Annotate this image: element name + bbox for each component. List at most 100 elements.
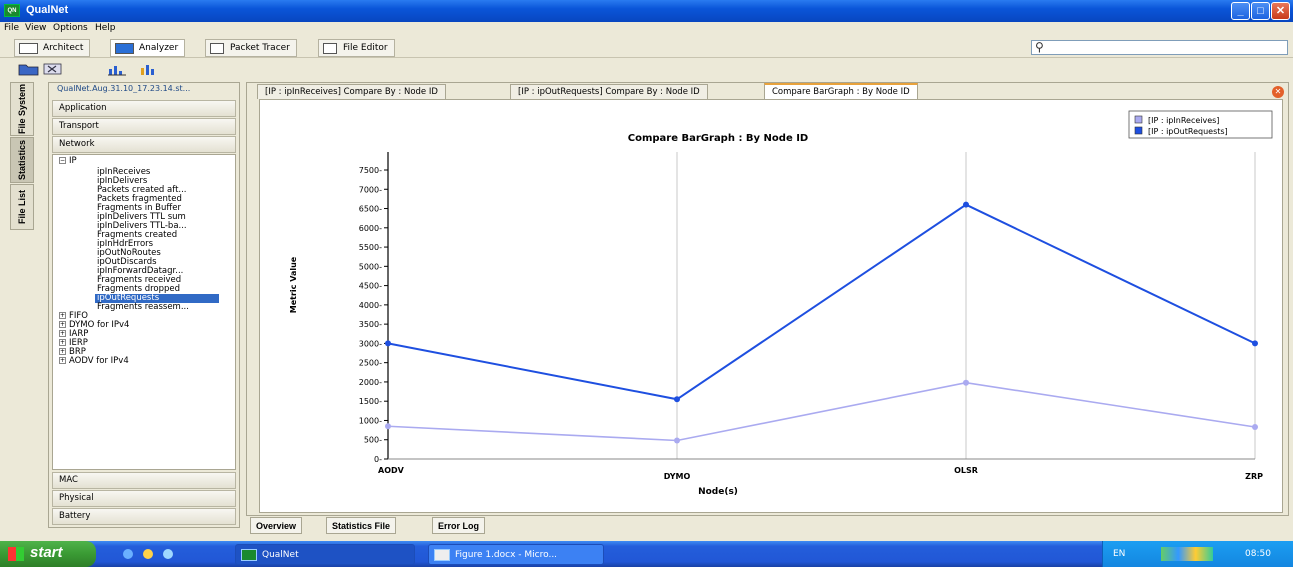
architect-button[interactable]: Architect	[14, 39, 91, 57]
category-mac[interactable]: MAC	[52, 472, 236, 489]
minimize-button[interactable]: _	[1231, 2, 1250, 20]
x-tick-label: ZRP	[1245, 472, 1263, 481]
analyzer-toolbar	[0, 60, 1293, 80]
tree-leaf[interactable]: ipInDelivers	[97, 176, 148, 186]
tree-node-protocol[interactable]: + IERP	[59, 338, 88, 348]
menu-view[interactable]: View	[25, 23, 47, 33]
file-editor-icon	[323, 43, 337, 54]
y-tick-label: 3000-	[359, 339, 382, 348]
x-tick-label: DYMO	[664, 472, 691, 481]
tree-node-protocol[interactable]: + FIFO	[59, 311, 88, 321]
y-tick-label: 2500-	[359, 359, 382, 368]
network-stat-tree: − IP ipInReceives ipInDelivers Packets cr…	[52, 154, 236, 470]
open-folder-icon[interactable]	[18, 62, 40, 76]
tree-leaf[interactable]: Fragments reassem...	[97, 302, 189, 312]
tree-leaf[interactable]: ipInDelivers TTL sum	[97, 212, 186, 222]
quick-launch-icons[interactable]	[120, 546, 180, 562]
tree-node-protocol[interactable]: + IARP	[59, 329, 89, 339]
tree-leaf[interactable]: Packets fragmented	[97, 194, 182, 204]
clock: 08:50	[1245, 549, 1271, 559]
tree-leaf[interactable]: ipOutDiscards	[97, 257, 157, 267]
tree-leaf-selected[interactable]: ipOutRequests	[95, 294, 219, 303]
system-tray: EN 08:50	[1102, 541, 1293, 567]
y-tick-label: 4000-	[359, 301, 382, 310]
qualnet-icon	[241, 549, 257, 561]
line-chart: [IP : ipInReceives][IP : ipOutRequests] …	[289, 110, 1273, 497]
category-transport[interactable]: Transport	[52, 118, 236, 135]
tab-file-system[interactable]: File System	[10, 82, 34, 136]
category-physical[interactable]: Physical	[52, 490, 236, 507]
data-point	[963, 379, 969, 386]
tab-file-list[interactable]: File List	[10, 184, 34, 230]
chart-axes: 0- 500- 1000- 1500- 2000- 2500- 3000- 3500- 4000…	[359, 152, 1263, 481]
category-application[interactable]: Application	[52, 100, 236, 117]
close-tab-icon[interactable]: ✕	[1272, 86, 1284, 98]
category-battery[interactable]: Battery	[52, 508, 236, 525]
chart-panel: [IP : ipInReceives] [IP : ipOutRequests] …	[259, 99, 1283, 513]
tree-node-protocol[interactable]: + AODV for IPv4	[59, 356, 129, 366]
y-tick-label: 7500-	[359, 166, 382, 175]
language-indicator[interactable]: EN	[1113, 549, 1126, 559]
tab-overview[interactable]: Overview	[250, 517, 303, 534]
tray-icons[interactable]	[1161, 547, 1213, 561]
tab-compare-bargraph[interactable]: Compare BarGraph : By Node ID	[764, 83, 918, 99]
search-input[interactable]: ⚲	[1031, 40, 1288, 55]
packet-tracer-icon	[210, 43, 224, 54]
tree-leaf[interactable]: Fragments created	[97, 230, 178, 240]
tree-leaf[interactable]: Fragments received	[97, 275, 182, 285]
data-point	[963, 201, 969, 208]
menu-file[interactable]: File	[4, 23, 20, 33]
window-title: QualNet	[26, 4, 69, 16]
tree-leaf[interactable]: ipInForwardDatagr...	[97, 266, 184, 276]
tab-statistics[interactable]: Statistics	[10, 137, 34, 183]
analyzer-icon	[115, 43, 134, 54]
tree-leaf[interactable]: Packets created aft...	[97, 185, 187, 195]
stat-file-path: QualNet.Aug.31.10_17.23.14.st...	[57, 84, 191, 93]
start-button[interactable]: start	[0, 541, 96, 567]
tree-leaf[interactable]: ipInReceives	[97, 167, 151, 177]
menu-help[interactable]: Help	[95, 23, 116, 33]
tree-node-protocol[interactable]: + BRP	[59, 347, 86, 357]
y-tick-label: 0-	[374, 455, 382, 464]
tree-node-ip[interactable]: − IP	[59, 156, 77, 166]
file-editor-button[interactable]: File Editor	[318, 39, 395, 57]
menu-options[interactable]: Options	[53, 23, 88, 33]
tab-statistics-file[interactable]: Statistics File	[326, 517, 397, 534]
tab-ipoutrequests-compare[interactable]: [IP : ipOutRequests] Compare By : Node I…	[510, 84, 708, 99]
tree-node-protocol[interactable]: + DYMO for IPv4	[59, 320, 130, 330]
tree-leaf[interactable]: ipInHdrErrors	[97, 239, 154, 249]
tab-ipinreceives-compare[interactable]: [IP : ipInReceives] Compare By : Node ID	[257, 84, 446, 99]
data-point	[385, 423, 391, 430]
tree-leaf[interactable]: Fragments dropped	[97, 284, 181, 294]
y-tick-label: 1000-	[359, 416, 382, 425]
tree-leaf[interactable]: Fragments in Buffer	[97, 203, 181, 213]
packet-tracer-button[interactable]: Packet Tracer	[205, 39, 297, 57]
y-tick-label: 6500-	[359, 205, 382, 214]
data-point	[674, 437, 680, 444]
tree-leaf[interactable]: ipOutNoRoutes	[97, 248, 161, 258]
y-tick-label: 4500-	[359, 282, 382, 291]
compare-chart-icon[interactable]	[138, 62, 160, 76]
close-button[interactable]: ✕	[1271, 2, 1290, 20]
chart-title: Compare BarGraph : By Node ID	[628, 133, 808, 144]
tree-leaf[interactable]: ipInDelivers TTL-ba...	[97, 221, 187, 231]
maximize-button[interactable]: □	[1251, 2, 1270, 20]
legend-swatch	[1134, 126, 1143, 135]
taskbar-item-word[interactable]: Figure 1.docx - Micro...	[428, 544, 604, 565]
analyzer-button[interactable]: Analyzer	[110, 39, 186, 57]
taskbar-item-qualnet[interactable]: QualNet	[235, 544, 415, 565]
taskbar: start QualNet Figure 1.docx - Micro... E…	[0, 541, 1293, 567]
chart-series	[385, 201, 1258, 444]
statistics-panel: QualNet.Aug.31.10_17.23.14.st... Applica…	[48, 82, 240, 528]
architect-icon	[19, 43, 38, 54]
bar-chart-icon[interactable]	[106, 62, 128, 76]
legend-swatch	[1134, 115, 1143, 124]
search-icon: ⚲	[1035, 40, 1044, 54]
category-network[interactable]: Network	[52, 136, 236, 153]
data-point	[1252, 424, 1258, 431]
title-bar: QN QualNet _ □ ✕	[0, 0, 1293, 22]
x-axis-label: Node(s)	[698, 487, 738, 497]
close-file-icon[interactable]	[42, 62, 64, 76]
collapse-icon: −	[59, 157, 66, 164]
tab-error-log[interactable]: Error Log	[432, 517, 486, 534]
